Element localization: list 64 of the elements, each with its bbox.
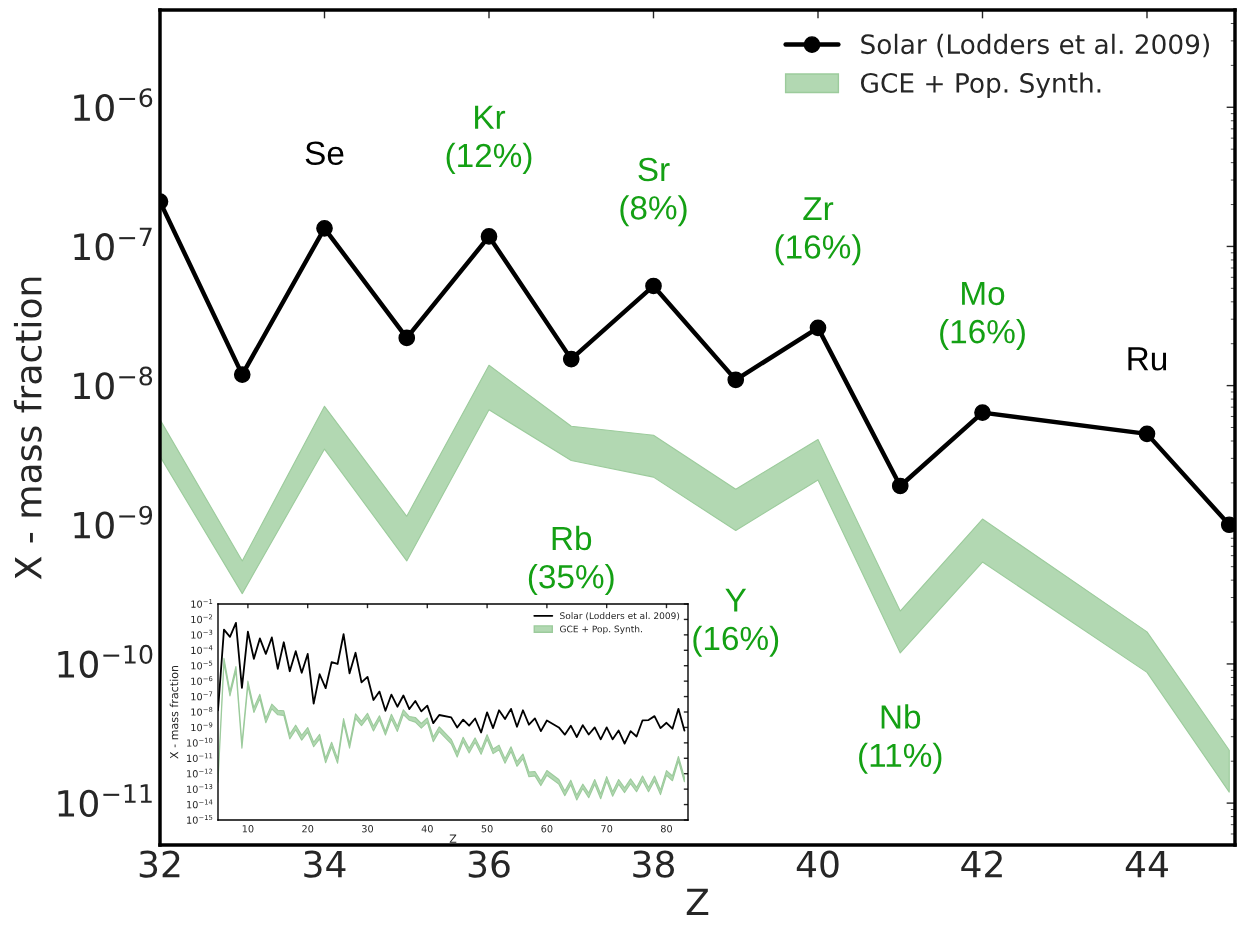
x-tick-label: 40 — [796, 850, 839, 878]
y-tick-label: 10$^{−10}$ — [58, 644, 153, 678]
point — [809, 319, 827, 337]
legend-label: GCE + Pop. Synth. — [860, 72, 1101, 99]
y-tick-label: 10$^{−6}$ — [74, 88, 153, 122]
y-tick-label: 10$^{−14}$ — [187, 799, 213, 809]
y-tick-label: 10$^{−15}$ — [187, 814, 213, 824]
annotation: Kr (12%) — [446, 105, 532, 174]
annotation: Nb (11%) — [859, 704, 942, 774]
x-tick-label: 38 — [633, 850, 674, 878]
y-tick-label: 10$^{−6}$ — [191, 675, 213, 685]
x-tick-label: 20 — [302, 825, 314, 833]
x-tick-label: 50 — [481, 825, 493, 833]
y-tick-label: 10$^{−2}$ — [191, 614, 213, 624]
point — [316, 219, 333, 237]
x-axis-title: Z — [449, 834, 457, 843]
x-tick-label: 80 — [660, 825, 673, 833]
x-tick-label: 34 — [304, 850, 346, 878]
annotation: Sr (8%) — [620, 157, 687, 227]
y-axis-title: X - mass fraction — [13, 277, 42, 580]
annotation: Ru — [1128, 347, 1167, 371]
point — [562, 350, 580, 368]
y-tick-label: 10$^{−11}$ — [187, 753, 213, 763]
legend-label: GCE + Pop. Synth. — [560, 625, 642, 635]
point — [727, 371, 745, 389]
x-tick-label: 32 — [139, 850, 180, 878]
point — [398, 329, 416, 347]
point — [1138, 425, 1156, 443]
x-tick-label: 70 — [601, 825, 613, 833]
annotation: Rb (35%) — [528, 525, 614, 596]
y-tick-label: 10$^{−1}$ — [191, 598, 213, 608]
y-axis-title: X - mass fraction — [169, 665, 179, 759]
annotation: Mo (16%) — [940, 281, 1025, 351]
y-tick-label: 10$^{−7}$ — [191, 691, 213, 701]
annotation: Se — [305, 141, 344, 166]
legend-label: Solar (Lodders et al. 2009) — [861, 33, 1209, 58]
x-tick-label: 36 — [468, 850, 510, 878]
point — [480, 228, 498, 245]
legend-label: Solar (Lodders et al. 2009) — [560, 612, 680, 621]
x-tick-label: 30 — [362, 825, 374, 833]
point — [645, 277, 662, 295]
y-tick-label: 10$^{−7}$ — [74, 227, 152, 261]
y-tick-label: 10$^{−3}$ — [191, 629, 213, 639]
x-tick-label: 10 — [242, 825, 254, 833]
y-tick-label: 10$^{−9}$ — [191, 722, 213, 732]
point — [891, 477, 909, 495]
y-tick-label: 10$^{−8}$ — [191, 706, 213, 716]
point — [974, 404, 991, 421]
y-tick-label: 10$^{−12}$ — [187, 768, 213, 778]
x-tick-label: 44 — [1125, 850, 1168, 878]
y-tick-label: 10$^{−5}$ — [191, 660, 213, 670]
x-tick-label: 60 — [541, 825, 553, 833]
x-axis-title: Z — [686, 888, 709, 916]
annotation: Y (16%) — [693, 588, 779, 657]
point — [233, 366, 251, 383]
y-tick-label: 10$^{−10}$ — [187, 737, 213, 747]
y-tick-label: 10$^{−13}$ — [187, 783, 213, 793]
x-tick-label: 42 — [961, 850, 1002, 878]
y-tick-label: 10$^{−8}$ — [74, 366, 153, 400]
y-tick-label: 10$^{−4}$ — [191, 645, 213, 655]
annotation: Zr (16%) — [775, 197, 861, 266]
y-tick-label: 10$^{−11}$ — [58, 784, 152, 818]
y-tick-label: 10$^{−9}$ — [74, 505, 153, 539]
x-tick-label: 40 — [421, 825, 433, 833]
